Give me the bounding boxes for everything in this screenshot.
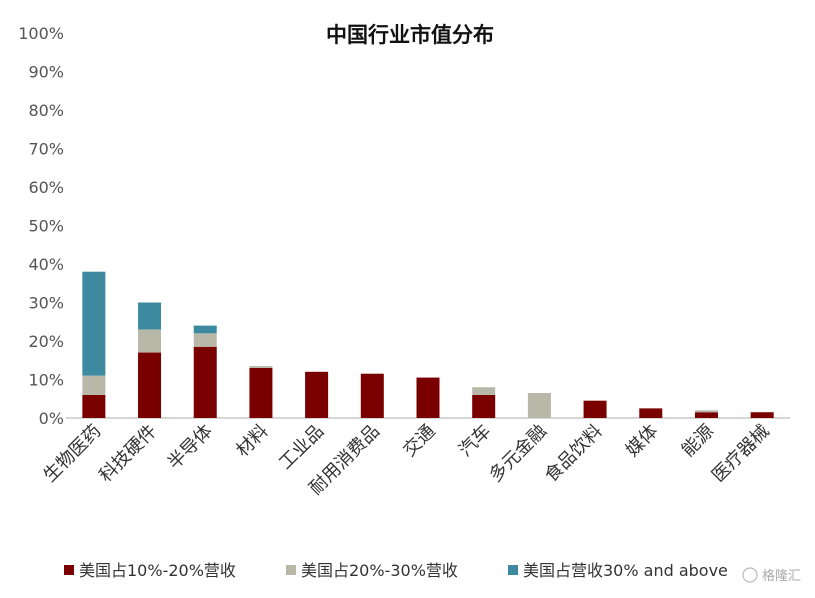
- x-tick-label: 能源: [678, 421, 718, 461]
- bar-segment-1: [305, 371, 329, 418]
- watermark: 格隆汇: [742, 567, 801, 584]
- bar-segment-1: [138, 352, 162, 418]
- bar-segment-3: [193, 325, 217, 334]
- bar-segment-1: [639, 408, 663, 418]
- y-tick-label: 40%: [28, 255, 64, 274]
- x-tick-label: 生物医药: [40, 421, 106, 487]
- bar-segment-1: [583, 400, 607, 418]
- x-tick-label: 医疗器械: [708, 421, 774, 487]
- legend-swatch: [508, 565, 518, 575]
- watermark-text: 格隆汇: [762, 568, 801, 584]
- legend-item: 美国占10%-20%营收: [64, 561, 236, 580]
- x-tick-label: 工业品: [275, 421, 328, 474]
- bar-segment-2: [527, 392, 551, 418]
- bar-segment-1: [694, 412, 718, 418]
- y-tick-label: 60%: [28, 178, 64, 197]
- bar-segment-1: [82, 394, 106, 418]
- bar-segment-3: [82, 271, 106, 376]
- y-tick-label: 0%: [39, 409, 64, 428]
- bar-segment-1: [360, 373, 384, 418]
- y-tick-label: 80%: [28, 101, 64, 120]
- y-tick-label: 20%: [28, 332, 64, 351]
- x-tick-label: 材料: [232, 421, 272, 461]
- legend-label: 美国占20%-30%营收: [301, 561, 458, 580]
- y-tick-label: 100%: [18, 24, 64, 43]
- y-tick-label: 70%: [28, 140, 64, 159]
- x-tick-label: 汽车: [455, 421, 495, 461]
- bars: [82, 271, 774, 418]
- bar-segment-2: [249, 366, 273, 368]
- y-axis: 0% 10% 20% 30% 40% 50% 60% 70% 80% 90% 100%: [18, 24, 64, 428]
- legend-item: 美国占营收30% and above: [508, 561, 728, 580]
- watermark-logo-icon: [742, 567, 758, 583]
- y-tick-label: 30%: [28, 294, 64, 313]
- bar-segment-2: [193, 333, 217, 347]
- legend-label: 美国占10%-20%营收: [79, 561, 236, 580]
- bar-segment-2: [472, 387, 496, 395]
- x-tick-label: 食品饮料: [541, 421, 607, 487]
- bar-segment-2: [138, 329, 162, 353]
- legend-swatch: [286, 565, 296, 575]
- bar-segment-1: [249, 367, 273, 418]
- bar-segment-2: [694, 410, 718, 413]
- x-tick-label: 科技硬件: [95, 421, 161, 487]
- bar-segment-2: [82, 375, 106, 395]
- y-tick-label: 90%: [28, 63, 64, 82]
- x-tick-label: 多元金融: [485, 421, 551, 487]
- x-tick-label: 媒体: [622, 421, 662, 461]
- x-tick-label: 交通: [399, 421, 439, 461]
- bar-segment-1: [750, 412, 774, 418]
- bar-segment-1: [416, 377, 440, 418]
- bar-segment-1: [472, 394, 496, 418]
- y-tick-label: 10%: [28, 371, 64, 390]
- legend-label: 美国占营收30% and above: [523, 561, 728, 580]
- legend-swatch: [64, 565, 74, 575]
- bar-segment-1: [193, 346, 217, 418]
- legend: 美国占10%-20%营收 美国占20%-30%营收 美国占营收30% and abo…: [64, 561, 728, 580]
- y-tick-label: 50%: [28, 217, 64, 236]
- legend-item: 美国占20%-30%营收: [286, 561, 458, 580]
- bar-segment-3: [138, 302, 162, 330]
- x-tick-label: 半导体: [164, 421, 217, 474]
- chart-title: 中国行业市值分布: [326, 23, 494, 47]
